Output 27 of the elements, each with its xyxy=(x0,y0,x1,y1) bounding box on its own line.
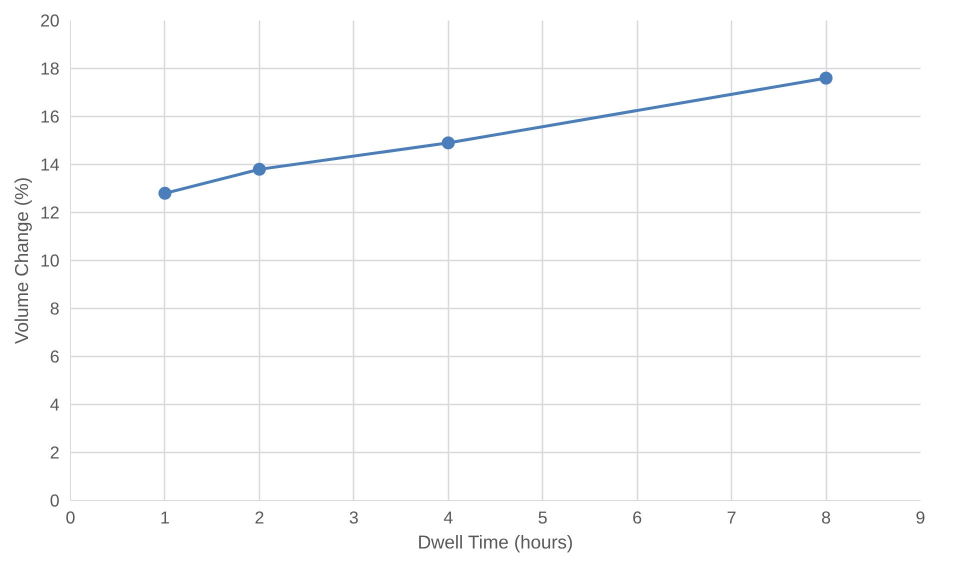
y-tick-label: 14 xyxy=(40,154,60,174)
y-tick-label: 18 xyxy=(40,58,60,78)
y-tick-label: 6 xyxy=(50,346,60,366)
y-tick-label: 12 xyxy=(40,202,60,222)
point xyxy=(252,162,266,176)
point xyxy=(158,186,172,200)
point xyxy=(442,136,455,150)
y-tick-label: 0 xyxy=(50,490,60,510)
y-tick-label: 10 xyxy=(40,250,60,270)
y-tick-label: 20 xyxy=(40,10,60,30)
x-tick-label: 0 xyxy=(66,508,76,528)
y-tick-label: 2 xyxy=(50,442,60,462)
x-tick-label: 8 xyxy=(821,508,831,528)
point xyxy=(820,72,833,85)
y-tick-label: 4 xyxy=(50,394,60,414)
y-tick-label: 8 xyxy=(50,298,60,318)
x-tick-label: 9 xyxy=(916,508,926,528)
x-tick-label: 2 xyxy=(254,508,264,528)
y-axis-title: Volume Change (%) xyxy=(11,177,32,344)
x-tick-label: 7 xyxy=(726,508,736,528)
y-tick-label: 16 xyxy=(40,106,60,126)
x-tick-label: 5 xyxy=(538,508,548,528)
x-tick-label: 6 xyxy=(632,508,642,528)
x-tick-label: 1 xyxy=(160,508,170,528)
x-axis-title: Dwell Time (hours) xyxy=(418,532,574,552)
x-tick-label: 4 xyxy=(443,508,454,528)
x-tick-label: 3 xyxy=(349,508,359,528)
